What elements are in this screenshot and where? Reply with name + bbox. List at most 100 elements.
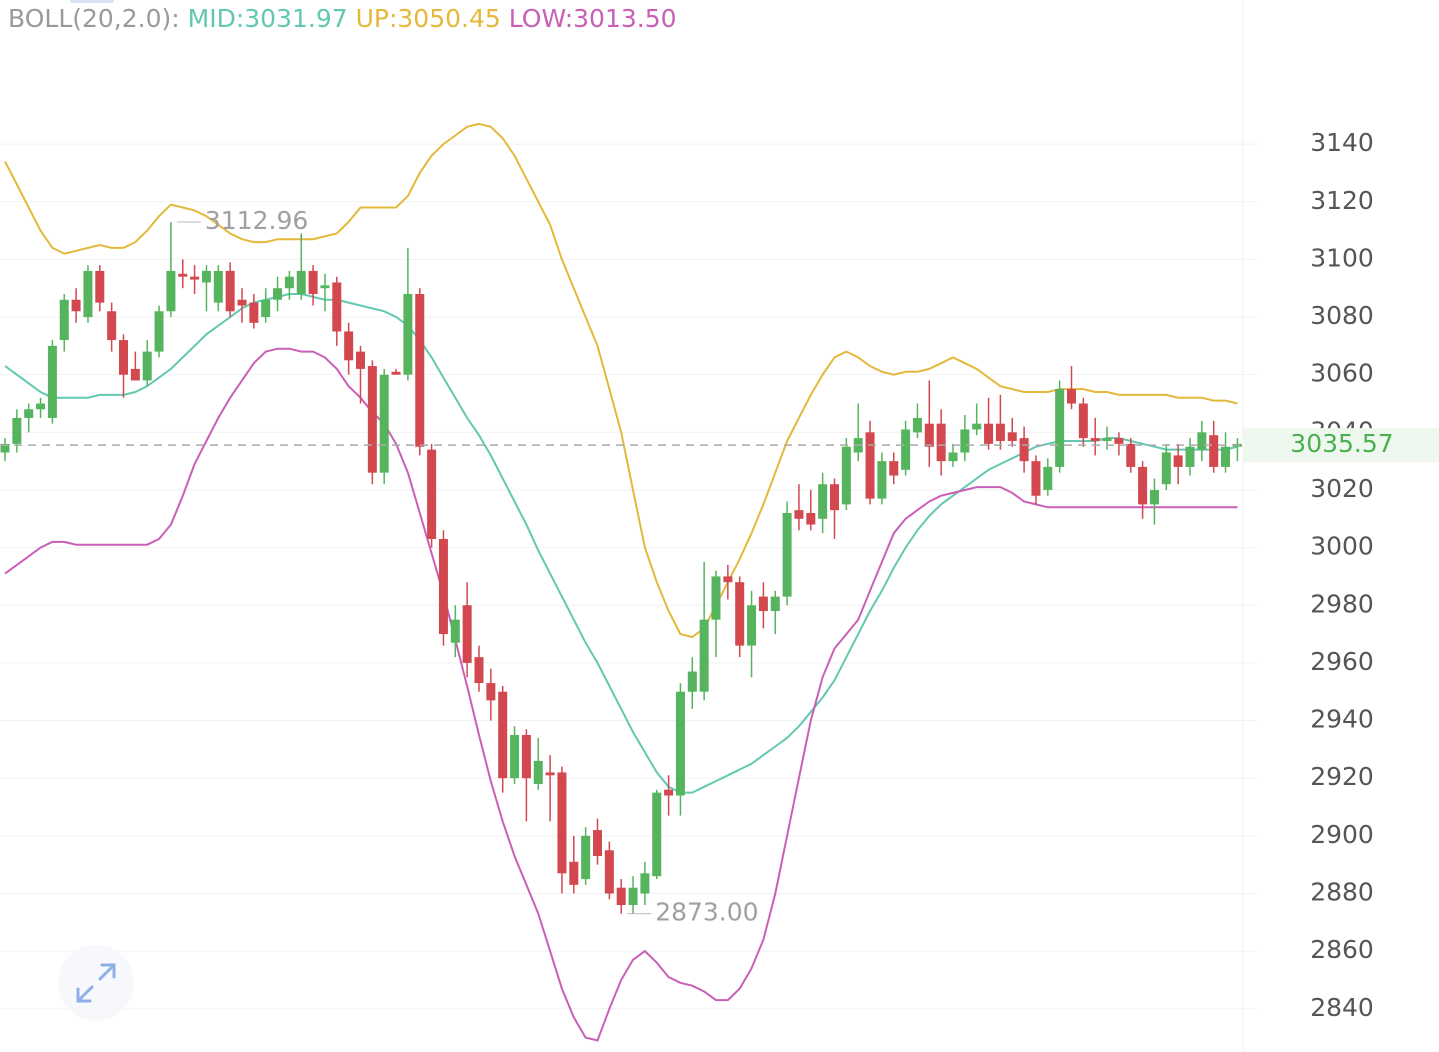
candle-body [758,596,768,612]
candle-body [47,345,57,418]
candle-body [652,792,662,877]
candle-body [450,619,460,643]
candle-body [166,270,176,312]
candle-body [178,273,188,277]
candle-body [1126,443,1136,467]
candle-body [201,270,211,283]
candle-body [0,443,10,453]
candle-body [533,760,543,784]
y-tick-label: 2860 [1310,935,1374,964]
candle-body [356,351,365,369]
candle-body [498,691,508,779]
candle-body [1031,461,1041,496]
band-line [4,122,1238,639]
candle-body [936,423,946,462]
candle-body [948,452,958,462]
candle-body [1102,438,1112,441]
candle-body [818,484,828,519]
y-tick-label: 2920 [1310,762,1374,791]
candle-body [877,461,887,499]
expand-icon [76,963,116,1003]
up-value: UP:3050.45 [355,4,501,33]
band-line [4,293,1238,794]
candle-body [984,423,994,444]
candle-body [1019,438,1029,462]
candle-body [142,351,152,381]
candle-body [415,293,425,447]
candle-body [581,835,591,880]
candle-body [130,368,140,381]
candle-body [83,270,93,318]
candle-body [213,270,223,303]
y-tick-label: 3020 [1310,474,1374,503]
candle-body [249,302,259,323]
candle-body [545,772,555,776]
candle-body [367,366,377,473]
candle-body [699,619,709,692]
y-tick-label: 3100 [1310,243,1374,272]
candle-body [462,605,472,663]
candle-body [960,429,970,453]
candle-body [901,429,911,470]
candle-body [474,657,484,684]
candle-body [830,484,839,511]
candle-body [1138,466,1148,505]
candle-body [1067,389,1076,404]
candle-body [865,432,875,499]
candle-body [1185,446,1195,467]
candle-body [616,887,626,906]
candle-body [225,270,235,312]
candle-body [1173,455,1183,467]
candle-body [438,538,448,635]
candle-body [770,596,780,612]
y-tick-label: 2960 [1310,647,1374,676]
y-tick-label: 3000 [1310,532,1374,561]
candle-body [1007,432,1017,441]
candle-body [95,270,105,303]
candle-body [593,830,602,857]
candle-body [735,582,745,646]
indicator-label: BOLL(20,2.0): [8,4,180,33]
candle-body [972,423,982,430]
indicator-header: BOLL(20,2.0): MID:3031.97 UP:3050.45 LOW… [8,4,677,33]
candle-body [154,311,164,352]
y-tick-label: 2900 [1310,820,1374,849]
candle-body [344,331,354,361]
candle-body [1161,452,1171,485]
candle-body [628,887,638,906]
expand-button[interactable] [58,945,134,1021]
candle-body [119,340,128,375]
candle-body [24,409,34,418]
candle-body [59,299,69,341]
candle-body [1209,435,1219,467]
candle-body [379,374,389,473]
candle-body [486,683,496,701]
candle-body [912,417,922,433]
candle-body [36,403,46,410]
candle-body [841,446,851,505]
y-tick-label: 2980 [1310,589,1374,618]
y-tick-label: 2940 [1310,705,1374,734]
candle-body [320,285,330,289]
candle-body [723,576,733,583]
candle-body [1114,438,1124,444]
candle-body [806,513,816,525]
y-tick-label: 3140 [1310,128,1374,157]
candle-body [273,288,283,300]
candle-body [569,861,579,885]
candle-body [427,449,437,539]
candle-body [711,576,721,620]
candle-body [995,423,1005,441]
candle-body [794,510,804,519]
candle-body [1090,438,1100,441]
mid-value: MID:3031.97 [187,4,348,33]
candle-body [296,270,306,294]
low-value: LOW:3013.50 [508,4,677,33]
annotation-label: 2873.00 [655,898,758,927]
y-tick-label: 2840 [1310,993,1374,1022]
candle-body [604,850,614,894]
y-tick-label: 3060 [1310,359,1374,388]
candle-body [1197,432,1207,450]
